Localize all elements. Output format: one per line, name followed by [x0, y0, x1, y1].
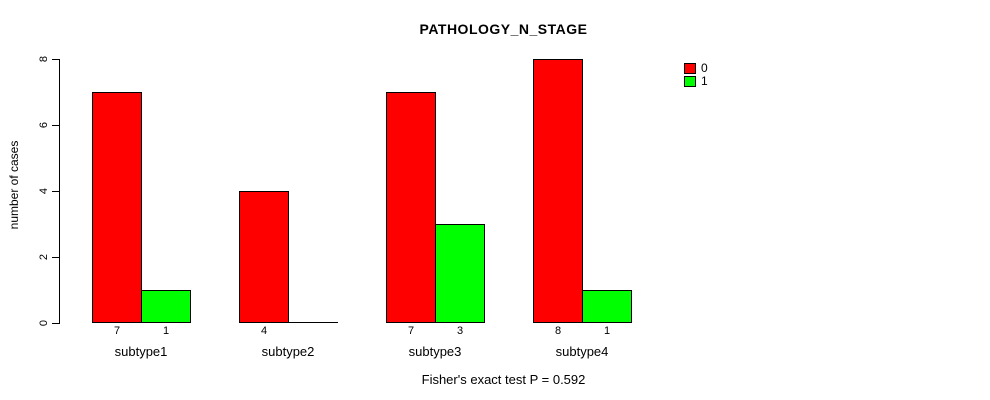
- bar-value-label: 3: [456, 325, 464, 337]
- bar-value-label: 7: [407, 325, 415, 337]
- y-tick-label: 4: [38, 187, 50, 195]
- bar-value-label: 1: [162, 325, 170, 337]
- footer-annotation: Fisher's exact test P = 0.592: [421, 372, 586, 387]
- y-axis-line: [59, 59, 60, 324]
- category-label: subtype4: [555, 344, 609, 359]
- bar-value-label: 7: [113, 325, 121, 337]
- y-tick-label: 2: [38, 253, 50, 261]
- bar-value-label: 8: [554, 325, 562, 337]
- y-tick-label: 6: [38, 121, 50, 129]
- category-label: subtype3: [408, 344, 462, 359]
- legend-swatch: [684, 75, 696, 87]
- bar: [141, 290, 191, 323]
- y-tick: [52, 191, 59, 192]
- bar: [239, 191, 289, 323]
- bar: [533, 59, 583, 323]
- y-tick: [52, 257, 59, 258]
- category-label: subtype1: [114, 344, 168, 359]
- chart-title: PATHOLOGY_N_STAGE: [419, 21, 588, 37]
- category-label: subtype2: [261, 344, 315, 359]
- legend-row: 1: [684, 75, 708, 87]
- y-tick-label: 8: [38, 55, 50, 63]
- legend-swatch: [684, 62, 696, 74]
- legend-row: 0: [684, 62, 708, 74]
- y-tick-label: 0: [38, 319, 50, 327]
- y-tick: [52, 125, 59, 126]
- bar: [582, 290, 632, 323]
- bar: [386, 92, 436, 323]
- zero-bar: [288, 322, 338, 323]
- bar-value-label: 4: [260, 325, 268, 337]
- legend-label: 1: [701, 74, 708, 88]
- bar-value-label: 1: [603, 325, 611, 337]
- y-tick: [52, 59, 59, 60]
- legend-label: 0: [701, 61, 708, 75]
- bar: [435, 224, 485, 323]
- y-tick: [52, 323, 59, 324]
- bar: [92, 92, 142, 323]
